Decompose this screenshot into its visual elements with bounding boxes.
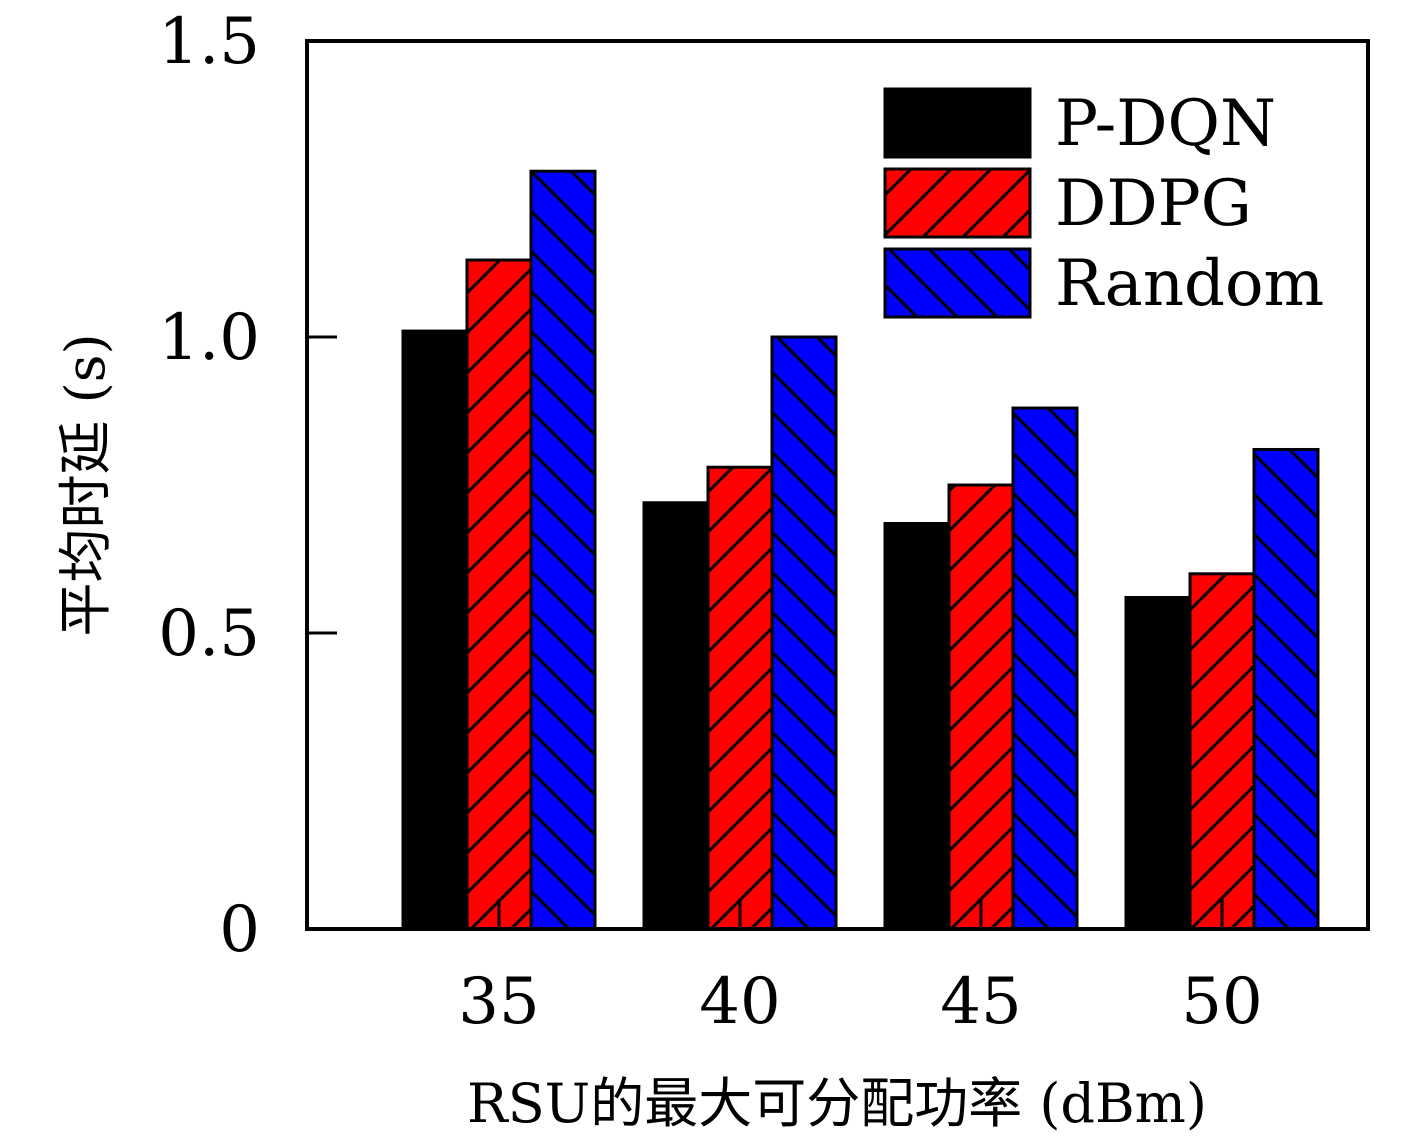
bar-p-dqn-40 [642, 501, 710, 931]
legend-swatch-p-dqn [883, 87, 1032, 159]
y-axis: 0 0.5 1.0 1.5 [158, 5, 337, 967]
x-tick-label: 50 [1181, 965, 1262, 1039]
legend-label: P-DQN [1055, 87, 1276, 161]
bar-p-dqn-35 [401, 329, 469, 931]
y-tick-label: 1.0 [158, 301, 260, 375]
bar-p-dqn-45 [883, 521, 951, 931]
bar-ddpg-35 [465, 258, 533, 931]
legend-swatch-random [883, 247, 1032, 319]
x-axis-label: RSU的最大可分配功率 (dBm) [467, 1072, 1207, 1135]
bars-layer [401, 169, 1320, 931]
bar-ddpg-50 [1188, 572, 1256, 931]
plot-frame [305, 39, 1370, 931]
y-tick-label: 0.5 [158, 597, 260, 671]
y-axis-label: 平均时延 (s) [54, 333, 117, 636]
y-tick-label: 0 [219, 893, 260, 967]
legend-label: Random [1055, 247, 1324, 321]
bar-random-40 [770, 335, 838, 931]
x-tick-label: 45 [940, 965, 1021, 1039]
legend-label: DDPG [1055, 167, 1252, 241]
y-tick-label: 1.5 [158, 5, 260, 79]
x-tick-label: 35 [458, 965, 539, 1039]
bar-ddpg-45 [947, 483, 1015, 931]
legend-swatch-ddpg [883, 167, 1032, 239]
x-tick-label: 40 [699, 965, 780, 1039]
bar-random-35 [529, 169, 597, 931]
bar-p-dqn-50 [1124, 595, 1192, 931]
x-axis: 35 40 45 50 [458, 899, 1263, 1039]
bar-ddpg-40 [706, 465, 774, 931]
bar-random-45 [1011, 406, 1079, 931]
bar-random-50 [1252, 447, 1320, 931]
